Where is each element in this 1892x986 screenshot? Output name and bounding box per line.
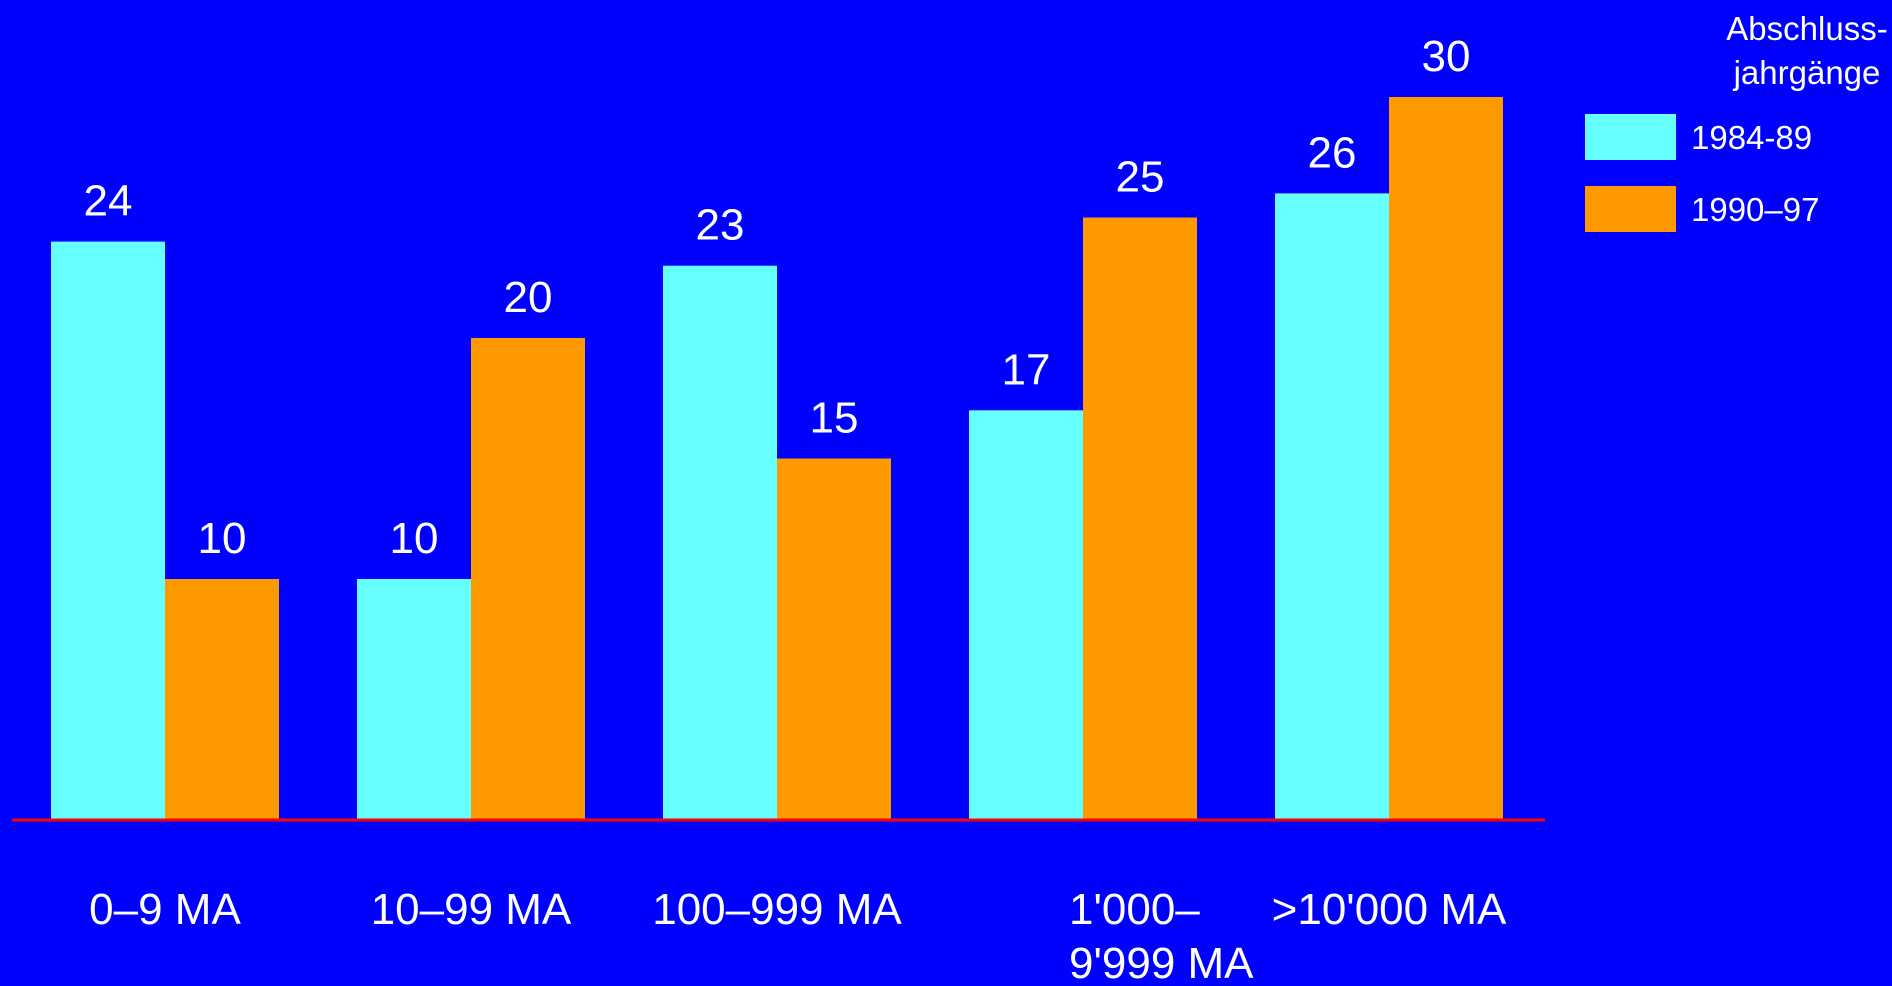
legend-swatch: [1585, 114, 1676, 160]
bar-value-label: 24: [84, 177, 133, 226]
category-label: >10'000 MA: [1272, 885, 1507, 934]
bar-1990–97-4: [1389, 97, 1503, 820]
bar-1990–97-3: [1083, 217, 1197, 820]
category-labels-group: 0–9 MA 10–99 MA 100–999 MA 1'000– 9'999 MA >1…: [89, 885, 1507, 986]
legend: Abschluss-jahrgänge 1984-89 1990–97: [1585, 10, 1888, 232]
category-label: 1'000– 9'999 MA: [1069, 885, 1254, 986]
legend-swatch: [1585, 186, 1676, 232]
bar-value-label: 17: [1002, 345, 1051, 394]
bar-value-label: 30: [1422, 32, 1471, 81]
bar-1990–97-2: [777, 458, 891, 820]
bar-value-label: 15: [810, 394, 859, 443]
bar-1984-89-4: [1275, 193, 1389, 820]
category-label: 100–999 MA: [652, 885, 902, 934]
bar-1984-89-2: [663, 265, 777, 820]
bar-1990–97-0: [165, 579, 279, 820]
bar-1984-89-0: [51, 241, 165, 821]
bar-1990–97-1: [471, 338, 585, 820]
legend-title: Abschluss-jahrgänge: [1726, 10, 1887, 91]
bars-group: [51, 97, 1503, 821]
value-labels-group: 24 10 10 20 23 15 17 25 26 30: [84, 32, 1471, 563]
category-label: 0–9 MA: [89, 885, 241, 934]
bar-value-label: 20: [504, 273, 553, 322]
legend-label: 1990–97: [1691, 191, 1819, 228]
bar-value-label: 26: [1308, 128, 1357, 177]
bar-1984-89-1: [357, 579, 471, 820]
category-label: 10–99 MA: [371, 885, 572, 934]
legend-label: 1984-89: [1691, 119, 1812, 156]
legend-items: 1984-89 1990–97: [1585, 114, 1819, 232]
bar-1984-89-3: [969, 410, 1083, 820]
bar-value-label: 25: [1116, 153, 1165, 202]
bar-value-label: 23: [696, 201, 745, 250]
bar-value-label: 10: [198, 514, 247, 563]
bar-value-label: 10: [390, 514, 439, 563]
